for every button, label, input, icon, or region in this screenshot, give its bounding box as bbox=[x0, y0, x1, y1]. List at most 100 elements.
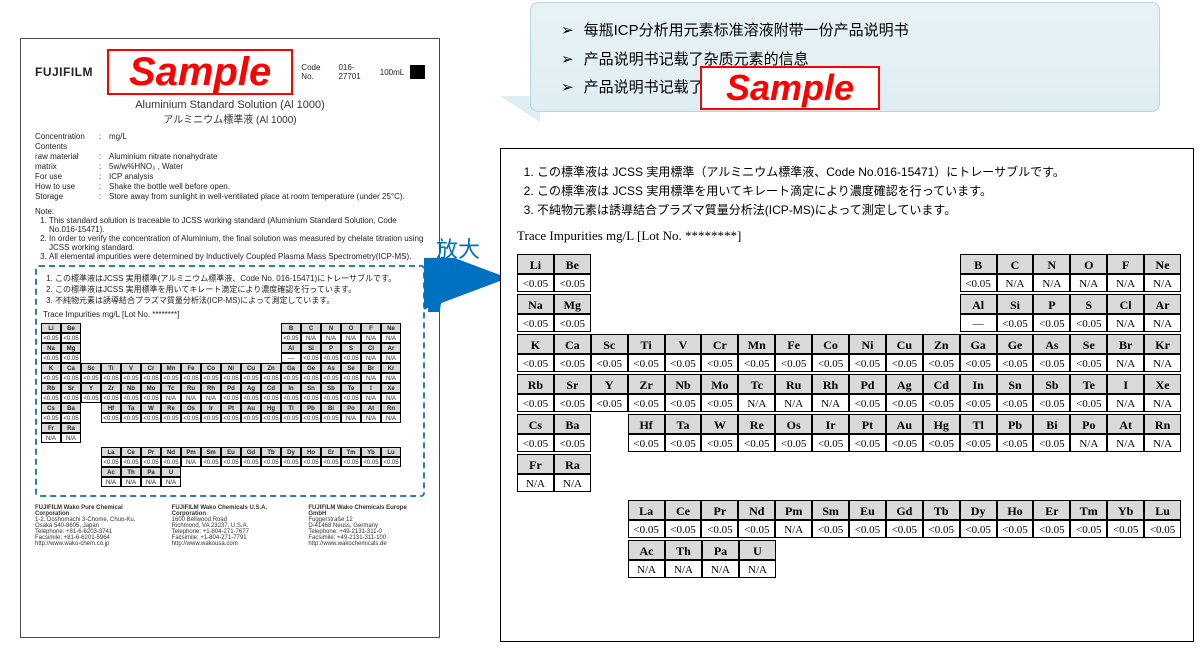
element-symbol: Bi bbox=[1033, 414, 1070, 434]
element-value: N/A bbox=[1144, 314, 1181, 332]
element-symbol: Br bbox=[1107, 334, 1144, 354]
element-value: <0.05 bbox=[997, 434, 1034, 452]
element-value: <0.05 bbox=[997, 520, 1034, 538]
element-value: <0.05 bbox=[1070, 394, 1107, 412]
element-symbol: Cs bbox=[517, 414, 554, 434]
element-symbol: Ho bbox=[997, 500, 1034, 520]
chevron-icon: ➢ bbox=[561, 46, 574, 75]
element-value: <0.05 bbox=[886, 434, 923, 452]
element-symbol: I bbox=[1107, 374, 1144, 394]
footer-line: http://www.wakochemicals.de bbox=[308, 541, 425, 547]
element-symbol: Al bbox=[960, 294, 997, 314]
volume: 100mL bbox=[380, 68, 404, 77]
element-symbol: Pd bbox=[849, 374, 886, 394]
brand-logo: FUJIFILM bbox=[35, 65, 93, 79]
element-symbol: Tc bbox=[738, 374, 775, 394]
element-symbol: Ge bbox=[997, 334, 1034, 354]
element-symbol: Os bbox=[775, 414, 812, 434]
element-symbol: Rb bbox=[517, 374, 554, 394]
element-value: <0.05 bbox=[665, 394, 702, 412]
element-symbol: Lu bbox=[1144, 500, 1181, 520]
element-value: N/A bbox=[1107, 314, 1144, 332]
element-value: N/A bbox=[1107, 274, 1144, 292]
element-symbol: Li bbox=[517, 254, 554, 274]
element-symbol: Pm bbox=[775, 500, 812, 520]
element-symbol: Mn bbox=[738, 334, 775, 354]
element-value: <0.05 bbox=[812, 354, 849, 372]
element-symbol: Sc bbox=[591, 334, 628, 354]
notes-en: This standard solution is traceable to J… bbox=[35, 216, 425, 261]
element-value: N/A bbox=[997, 274, 1034, 292]
element-value: <0.05 bbox=[960, 274, 997, 292]
element-symbol: Sm bbox=[812, 500, 849, 520]
element-symbol: C bbox=[997, 254, 1034, 274]
element-symbol: Ra bbox=[554, 454, 591, 474]
element-symbol: Ne bbox=[1144, 254, 1181, 274]
element-symbol: Ni bbox=[849, 334, 886, 354]
element-value: <0.05 bbox=[997, 394, 1034, 412]
detail-note-item: この標準液は JCSS 実用標準（アルミニウム標準液、Code No.016-1… bbox=[537, 163, 1181, 180]
element-symbol: Zr bbox=[628, 374, 665, 394]
spec-key: raw material bbox=[35, 152, 95, 161]
code-label: Code No. bbox=[301, 63, 332, 81]
spec-val: Shake the bottle well before open. bbox=[109, 182, 230, 191]
element-value: <0.05 bbox=[554, 354, 591, 372]
element-value: <0.05 bbox=[960, 394, 997, 412]
code-value: 016-27701 bbox=[338, 63, 373, 81]
element-value: <0.05 bbox=[628, 520, 665, 538]
element-symbol: Th bbox=[665, 540, 702, 560]
element-symbol: Be bbox=[554, 254, 591, 274]
footer-line: http://www.wakousa.com bbox=[172, 541, 289, 547]
element-symbol: Sn bbox=[997, 374, 1034, 394]
element-symbol: Nb bbox=[665, 374, 702, 394]
element-value: <0.05 bbox=[886, 394, 923, 412]
element-value: <0.05 bbox=[591, 394, 628, 412]
element-value: N/A bbox=[1070, 274, 1107, 292]
element-symbol: Pa bbox=[702, 540, 739, 560]
note-item: 不純物元素は誘導結合プラズマ質量分析法(ICP-MS)によって測定しています。 bbox=[55, 295, 419, 306]
element-value: <0.05 bbox=[554, 314, 591, 332]
element-value: <0.05 bbox=[849, 520, 886, 538]
spec-key: Contents bbox=[35, 142, 95, 151]
element-value: <0.05 bbox=[1144, 520, 1181, 538]
note-head: Note: bbox=[35, 207, 425, 216]
note-item: In order to verify the concentration of … bbox=[49, 234, 425, 252]
element-symbol: Si bbox=[997, 294, 1034, 314]
element-value: <0.05 bbox=[665, 354, 702, 372]
spec-val: 5w/w%HNO₃ , Water bbox=[109, 162, 183, 171]
element-value: <0.05 bbox=[997, 314, 1034, 332]
element-symbol: Au bbox=[886, 414, 923, 434]
notes-jp: この標準液はJCSS 実用標準(アルミニウム標準液、Code No. 016-1… bbox=[41, 273, 419, 306]
spec-key: How to use bbox=[35, 182, 95, 191]
element-value: N/A bbox=[1144, 394, 1181, 412]
element-value: <0.05 bbox=[1033, 314, 1070, 332]
element-symbol: Ir bbox=[812, 414, 849, 434]
element-symbol: Fe bbox=[775, 334, 812, 354]
element-value: <0.05 bbox=[665, 434, 702, 452]
element-symbol: Re bbox=[738, 414, 775, 434]
element-value: <0.05 bbox=[738, 354, 775, 372]
element-value: <0.05 bbox=[923, 354, 960, 372]
element-symbol: Dy bbox=[960, 500, 997, 520]
element-value: N/A bbox=[517, 474, 554, 492]
element-value: <0.05 bbox=[1070, 520, 1107, 538]
element-symbol: Ga bbox=[960, 334, 997, 354]
document-thumbnail: FUJIFILM Sample Code No. 016-27701 100mL… bbox=[20, 38, 440, 638]
element-value: N/A bbox=[1107, 354, 1144, 372]
element-symbol: Tb bbox=[923, 500, 960, 520]
element-symbol: Zn bbox=[923, 334, 960, 354]
category-box-icon bbox=[410, 65, 425, 79]
element-value: <0.05 bbox=[960, 520, 997, 538]
element-value: <0.05 bbox=[812, 520, 849, 538]
element-value: <0.05 bbox=[812, 434, 849, 452]
element-symbol: P bbox=[1033, 294, 1070, 314]
element-value: <0.05 bbox=[591, 354, 628, 372]
element-symbol: Ar bbox=[1144, 294, 1181, 314]
element-value: <0.05 bbox=[701, 434, 738, 452]
element-value: N/A bbox=[1144, 274, 1181, 292]
element-value: <0.05 bbox=[701, 354, 738, 372]
highlighted-zone: この標準液はJCSS 実用標準(アルミニウム標準液、Code No. 016-1… bbox=[35, 265, 425, 497]
element-symbol: F bbox=[1107, 254, 1144, 274]
element-symbol: Sr bbox=[554, 374, 591, 394]
element-value: <0.05 bbox=[1033, 354, 1070, 372]
